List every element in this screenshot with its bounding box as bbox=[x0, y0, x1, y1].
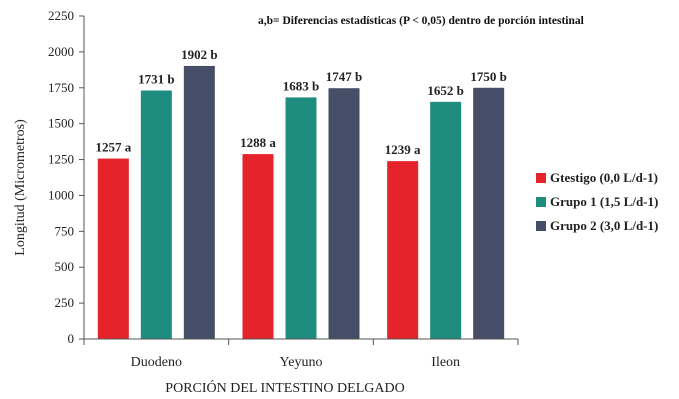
x-category-label: Yeyuno bbox=[280, 355, 323, 370]
bar-data-label: 1750 b bbox=[470, 69, 506, 84]
bar-data-label: 1257 a bbox=[95, 140, 131, 155]
y-tick-label: 1500 bbox=[48, 116, 74, 131]
legend-swatch bbox=[536, 173, 546, 183]
y-tick-label: 1250 bbox=[48, 152, 74, 167]
significance-annotation: a,b= Diferencias estadísticas (P < 0,05)… bbox=[258, 15, 584, 27]
bar bbox=[97, 158, 129, 339]
bar bbox=[430, 101, 462, 339]
bar-data-label: 1683 b bbox=[283, 78, 319, 93]
legend-label: Gtestigo (0,0 L/d-1) bbox=[550, 170, 658, 185]
y-axis-ticks: 0 250 500 750 1000 1250 1500 1750 2000 2250 bbox=[48, 8, 84, 346]
legend-label: Grupo 1 (1,5 L/d-1) bbox=[550, 194, 658, 209]
bar bbox=[473, 87, 505, 340]
bar-data-label: 1902 b bbox=[181, 47, 217, 62]
y-tick-label: 750 bbox=[55, 223, 75, 238]
y-tick-label: 250 bbox=[55, 295, 75, 310]
bar-data-label: 1652 b bbox=[427, 83, 463, 98]
bar bbox=[285, 97, 317, 339]
bar-data-label: 1239 a bbox=[385, 142, 421, 157]
bar bbox=[140, 90, 172, 339]
y-tick-label: 2250 bbox=[48, 8, 74, 23]
bar bbox=[328, 88, 360, 340]
y-tick-label: 2000 bbox=[48, 44, 74, 59]
y-tick-label: 1750 bbox=[48, 80, 74, 95]
y-tick-label: 0 bbox=[68, 331, 75, 346]
legend-swatch bbox=[536, 197, 546, 207]
legend-item: Grupo 2 (3,0 L/d-1) bbox=[536, 218, 658, 233]
x-axis-ticks: Duodeno Yeyuno Ileon bbox=[83, 339, 519, 370]
legend-item: Gtestigo (0,0 L/d-1) bbox=[536, 170, 658, 185]
y-axis-title: Longitud (Micrometros) bbox=[13, 119, 28, 256]
legend-label: Grupo 2 (3,0 L/d-1) bbox=[550, 218, 658, 233]
bar-data-label: 1731 b bbox=[138, 72, 174, 87]
x-axis-title: PORCIÓN DEL INTESTINO DELGADO bbox=[165, 379, 404, 396]
y-tick-label: 500 bbox=[55, 259, 75, 274]
data-labels-group: 1257 a 1731 b 1902 b 1288 a 1683 b 1747 b 1239… bbox=[95, 47, 506, 157]
x-category-label: Ileon bbox=[431, 355, 460, 370]
legend: Gtestigo (0,0 L/d-1) Grupo 1 (1,5 L/d-1) G… bbox=[536, 170, 658, 233]
x-category-label: Duodeno bbox=[131, 355, 182, 370]
legend-item: Grupo 1 (1,5 L/d-1) bbox=[536, 194, 658, 209]
bar bbox=[387, 161, 419, 339]
bar bbox=[183, 65, 215, 339]
bar bbox=[242, 154, 274, 339]
legend-swatch bbox=[536, 221, 546, 231]
bars-group bbox=[97, 65, 505, 340]
bar-data-label: 1747 b bbox=[326, 69, 362, 84]
bar-data-label: 1288 a bbox=[240, 135, 276, 150]
y-tick-label: 1000 bbox=[48, 187, 74, 202]
